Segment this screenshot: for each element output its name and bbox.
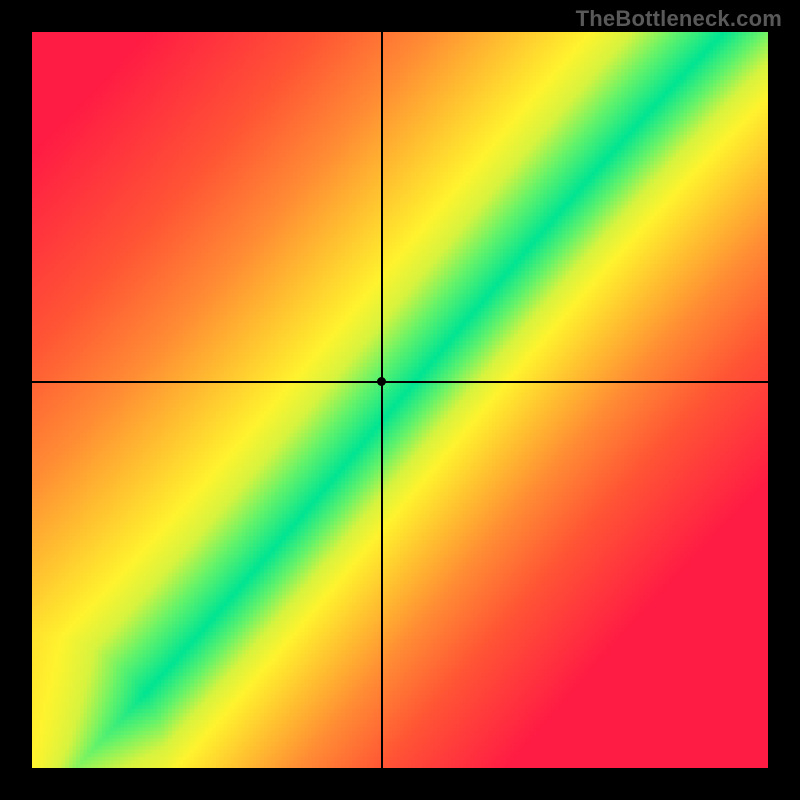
heatmap bbox=[32, 32, 768, 768]
watermark: TheBottleneck.com bbox=[576, 6, 782, 32]
horizontal-axis bbox=[32, 381, 768, 383]
vertical-axis bbox=[381, 32, 383, 768]
